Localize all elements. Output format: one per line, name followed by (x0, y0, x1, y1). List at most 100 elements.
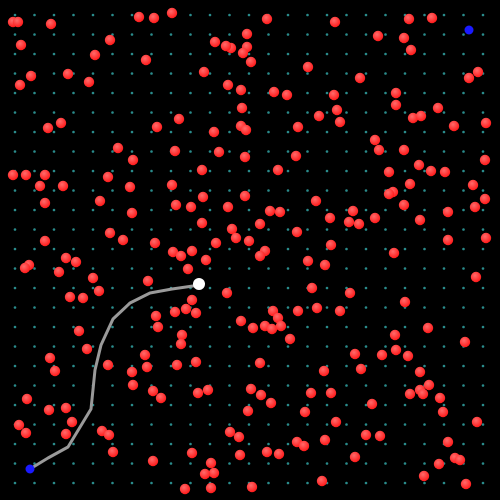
grid-dot (72, 481, 75, 485)
grid-dot (403, 286, 407, 290)
red-ball (25, 70, 37, 82)
grid-dot (228, 33, 231, 36)
grid-dot (247, 345, 251, 348)
grid-dot (403, 72, 407, 75)
red-ball (328, 89, 340, 101)
red-ball (349, 348, 361, 360)
red-ball (390, 99, 402, 111)
grid-dot (306, 325, 309, 329)
grid-dot (481, 189, 485, 192)
red-ball (55, 117, 67, 129)
grid-dot (364, 286, 368, 290)
grid-dot (306, 462, 309, 465)
grid-dot (130, 91, 134, 95)
grid-dot (111, 208, 114, 212)
grid-dot (403, 228, 407, 231)
grid-dot (72, 52, 75, 56)
grid-dot (228, 364, 231, 368)
grid-dot (13, 72, 17, 75)
grid-dot (228, 169, 231, 173)
grid-dot (72, 33, 75, 36)
grid-dot (13, 111, 17, 114)
red-ball (388, 247, 400, 259)
red-ball (330, 416, 342, 428)
grid-dot (306, 247, 309, 251)
grid-dot (364, 481, 368, 485)
grid-dot (33, 91, 36, 95)
grid-dot (52, 423, 56, 426)
grid-dot (111, 130, 114, 134)
grid-dot (247, 247, 251, 251)
red-ball (432, 102, 444, 114)
red-ball (94, 195, 106, 207)
grid-dot (286, 208, 290, 212)
grid-dot (384, 403, 387, 407)
red-ball (190, 307, 202, 319)
red-ball (254, 357, 266, 369)
grid-dot (150, 130, 153, 134)
grid-dot (228, 384, 231, 387)
red-ball (405, 44, 417, 56)
grid-dot (208, 169, 212, 173)
grid-dot (423, 423, 426, 426)
red-ball (306, 282, 318, 294)
grid-dot (91, 345, 95, 348)
grid-dot (52, 228, 56, 231)
red-ball (166, 7, 178, 19)
red-ball (151, 121, 163, 133)
grid-dot (247, 72, 251, 75)
red-ball (414, 366, 426, 378)
red-ball (261, 13, 273, 25)
grid-dot (345, 33, 348, 36)
grid-dot (481, 306, 485, 309)
grid-dot (189, 325, 192, 329)
red-ball (139, 349, 151, 361)
grid-dot (462, 384, 465, 387)
red-ball (448, 120, 460, 132)
red-ball (102, 359, 114, 371)
red-ball (39, 197, 51, 209)
grid-dot (286, 13, 290, 17)
grid-dot (13, 208, 17, 212)
red-ball (192, 387, 204, 399)
grid-dot (33, 345, 36, 348)
grid-dot (247, 462, 251, 465)
grid-dot (33, 247, 36, 251)
grid-dot (72, 150, 75, 153)
grid-dot (111, 91, 114, 95)
grid-dot (189, 481, 192, 485)
red-ball (179, 483, 191, 495)
grid-dot (52, 111, 56, 114)
red-ball (124, 181, 136, 193)
red-ball (383, 188, 395, 200)
grid-dot (325, 423, 329, 426)
grid-dot (364, 423, 368, 426)
grid-dot (111, 481, 114, 485)
grid-dot (72, 189, 75, 192)
red-ball (149, 237, 161, 249)
red-ball (142, 275, 154, 287)
grid-dot (33, 228, 36, 231)
grid-dot (150, 52, 153, 56)
grid-dot (267, 384, 270, 387)
grid-dot (481, 286, 485, 290)
grid-dot (189, 91, 192, 95)
red-ball (292, 305, 304, 317)
grid-dot (208, 189, 212, 192)
grid-dot (481, 403, 485, 407)
grid-dot (52, 72, 56, 75)
red-ball (21, 393, 33, 405)
grid-dot (345, 286, 348, 290)
grid-dot (403, 111, 407, 114)
grid-dot (52, 169, 56, 173)
grid-dot (286, 384, 290, 387)
grid-dot (111, 72, 114, 75)
grid-dot (91, 150, 95, 153)
grid-dot (208, 423, 212, 426)
red-ball (73, 325, 85, 337)
grid-dot (130, 247, 134, 251)
grid-dot (442, 384, 446, 387)
grid-dot (189, 462, 192, 465)
